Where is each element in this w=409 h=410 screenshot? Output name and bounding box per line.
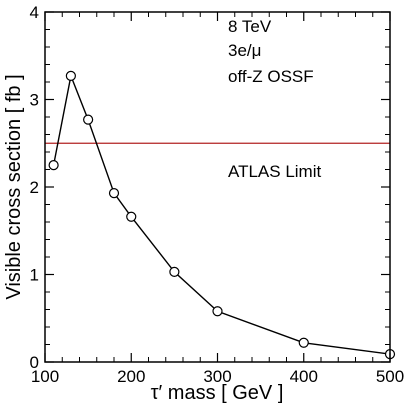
x-tick-label: 400	[290, 367, 318, 386]
x-tick-label: 300	[203, 367, 231, 386]
x-tick-label: 200	[117, 367, 145, 386]
data-point	[48, 160, 59, 171]
y-tick-label: 2	[30, 178, 39, 197]
y-tick-label: 0	[30, 353, 39, 372]
y-tick-label: 1	[30, 266, 39, 285]
x-axis-label: τ′ mass [ GeV ]	[151, 382, 284, 404]
y-tick-label: 3	[30, 91, 39, 110]
data-point	[83, 114, 94, 125]
axis-ticks: 100 200 300 400 500 0 1 2 3 4	[30, 3, 405, 386]
data-point	[108, 188, 120, 199]
data-point	[298, 337, 309, 348]
data-point	[212, 306, 223, 317]
x-tick-label: 500	[376, 367, 404, 386]
plot-area	[45, 70, 396, 360]
reference-line-label: ATLAS Limit	[228, 162, 321, 181]
annotation-energy: 8 TeV	[228, 17, 272, 36]
annotation-channel: 3e/μ	[228, 41, 261, 60]
data-point	[126, 211, 137, 222]
annotation-selection: off-Z OSSF	[228, 67, 314, 86]
x-tick-label: 100	[31, 367, 59, 386]
data-point	[169, 266, 180, 277]
y-axis-label: Visible cross section [ fb ]	[3, 74, 25, 299]
y-tick-label: 4	[30, 3, 39, 22]
data-point	[65, 70, 76, 81]
